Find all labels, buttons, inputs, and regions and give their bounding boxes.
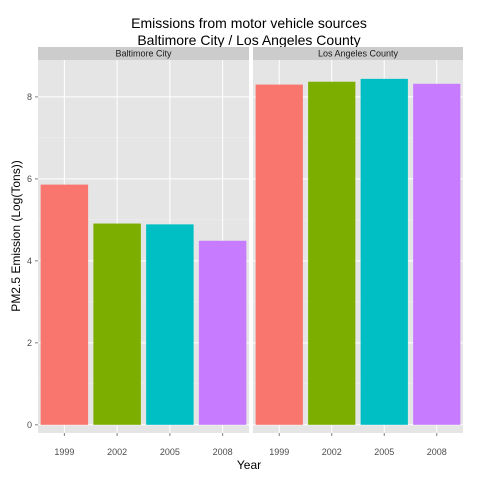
bar-2005 xyxy=(360,78,408,425)
facet-strip-label: Los Angeles County xyxy=(318,49,399,59)
y-tick-label: 8 xyxy=(27,92,32,102)
x-tick-label: 1999 xyxy=(269,447,289,457)
y-tick-label: 6 xyxy=(27,174,32,184)
y-tick-label: 4 xyxy=(27,256,32,266)
y-axis-title: PM2.5 Emission (Log(Tons)) xyxy=(9,160,23,311)
facet-strip-bg xyxy=(38,47,249,60)
bar-2002 xyxy=(308,81,356,425)
x-axis-title: Year xyxy=(237,458,261,472)
panel-0: Baltimore City 1999 2002 2005 2008 xyxy=(38,47,249,457)
y-tick-label: 0 xyxy=(27,420,32,430)
chart-title: Emissions from motor vehicle sources xyxy=(131,15,367,31)
bar-1999 xyxy=(255,84,303,425)
y-tick-label: 2 xyxy=(27,338,32,348)
x-tick-label: 2008 xyxy=(213,447,233,457)
x-tick-label: 1999 xyxy=(54,447,74,457)
chart-subtitle: Baltimore City / Los Angeles County xyxy=(137,32,360,48)
x-tick-label: 2005 xyxy=(160,447,180,457)
x-tick-label: 2002 xyxy=(322,447,342,457)
y-axis: 0 2 4 6 8 xyxy=(27,92,38,430)
x-tick-label: 2005 xyxy=(374,447,394,457)
bar-2005 xyxy=(146,224,194,425)
x-tick-label: 2008 xyxy=(427,447,447,457)
bar-1999 xyxy=(40,184,89,425)
x-tick-label: 2002 xyxy=(107,447,127,457)
bar-2008 xyxy=(198,240,247,425)
bar-2002 xyxy=(93,223,141,425)
bar-2008 xyxy=(413,83,461,425)
facet-strip-label: Baltimore City xyxy=(115,49,172,59)
facet-strip-bg xyxy=(253,47,463,60)
panel-1: Los Angeles County 1999 2002 2005 2008 xyxy=(253,47,463,457)
